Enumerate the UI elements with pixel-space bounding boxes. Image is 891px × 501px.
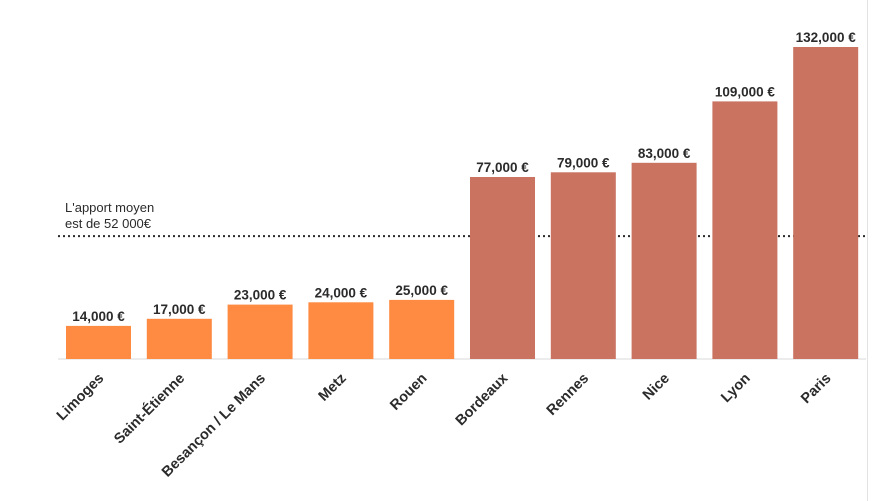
value-label-5: 77,000 € bbox=[476, 160, 529, 175]
value-label-2: 23,000 € bbox=[234, 288, 287, 303]
x-tick-label-3: Metz bbox=[316, 371, 350, 405]
bar-4 bbox=[389, 299, 455, 359]
x-tick-label-8: Lyon bbox=[718, 371, 753, 406]
x-tick-label-5: Bordeaux bbox=[453, 371, 512, 430]
bar-1 bbox=[146, 318, 212, 359]
bar-6 bbox=[550, 172, 616, 359]
bar-8 bbox=[712, 101, 778, 360]
x-tick-label-0: Limoges bbox=[54, 371, 107, 424]
bar-0 bbox=[66, 325, 131, 359]
bar-9 bbox=[793, 47, 859, 359]
value-label-6: 79,000 € bbox=[557, 155, 610, 170]
x-tick-label-1: Saint-Étienne bbox=[111, 370, 189, 448]
value-label-4: 25,000 € bbox=[395, 283, 448, 298]
x-tick-label-9: Paris bbox=[798, 371, 834, 407]
value-label-1: 17,000 € bbox=[153, 302, 206, 317]
value-labels-group: 14,000 € 17,000 € 23,000 € 24,000 € 25,000 €… bbox=[72, 30, 856, 324]
bars-group bbox=[66, 47, 859, 360]
value-label-8: 109,000 € bbox=[715, 84, 776, 99]
value-label-9: 132,000 € bbox=[796, 30, 857, 45]
x-tick-label-4: Rouen bbox=[387, 371, 430, 414]
chart-frame: L'apport moyen est de 52 000€ 14,000 € 17… bbox=[54, 0, 868, 501]
x-tick-label-7: Nice bbox=[640, 371, 673, 404]
bar-5 bbox=[470, 177, 535, 359]
average-annotation-line-2: est de 52 000€ bbox=[65, 216, 152, 231]
bar-chart: L'apport moyen est de 52 000€ 14,000 € 17… bbox=[54, 30, 866, 481]
average-annotation-line-1: L'apport moyen bbox=[65, 200, 154, 215]
bar-7 bbox=[631, 162, 697, 359]
value-label-3: 24,000 € bbox=[315, 285, 368, 300]
value-label-0: 14,000 € bbox=[72, 309, 125, 324]
value-label-7: 83,000 € bbox=[638, 146, 691, 161]
bar-2 bbox=[227, 304, 293, 359]
bar-3 bbox=[308, 302, 374, 359]
x-tick-label-6: Rennes bbox=[544, 371, 592, 419]
